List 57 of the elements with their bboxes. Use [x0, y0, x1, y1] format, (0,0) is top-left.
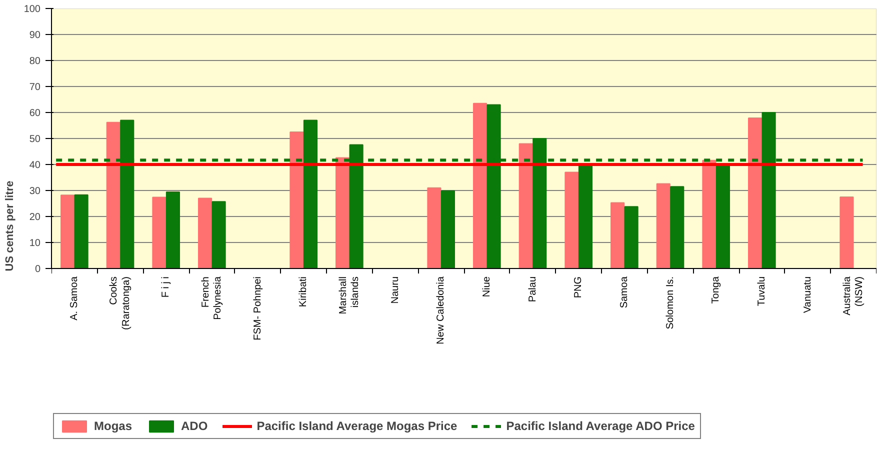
x-tick-label: Cooks (Raratonga): [108, 276, 132, 330]
x-tick-label: Solomon Is.: [664, 276, 676, 330]
x-tick-label: Palau: [527, 276, 538, 302]
y-tick-label: 90: [29, 30, 41, 41]
y-tick-label: 100: [24, 4, 41, 15]
x-tick-label: Vanuatu: [802, 276, 814, 314]
x-tick-label: French Polynesia: [200, 276, 224, 320]
y-tick-label: 0: [34, 264, 41, 275]
y-tick-label: 70: [29, 82, 41, 93]
bar: [198, 198, 212, 269]
x-tick-label: A. Samoa: [68, 276, 80, 320]
x-tick-label: New Caledonia: [436, 276, 447, 344]
x-tick-label: Kiribati: [298, 276, 310, 308]
x-tick-label: Tonga: [710, 276, 722, 304]
x-tick-label: F i j i: [160, 276, 172, 298]
x-tick-label: Nauru: [390, 276, 401, 304]
bar: [60, 194, 75, 269]
bar: [578, 164, 592, 269]
x-tick-label: PNG: [573, 276, 584, 298]
y-tick-label: 50: [29, 134, 41, 145]
bar: [152, 196, 166, 269]
bar: [212, 201, 226, 269]
bar: [656, 183, 670, 269]
bar: [427, 187, 442, 269]
y-tick-label: 20: [29, 212, 41, 223]
bar: [670, 186, 684, 269]
bar: [564, 172, 579, 269]
bar: [840, 196, 854, 269]
legend-label: ADO: [181, 419, 208, 433]
bar: [716, 164, 730, 269]
y-tick-label: 10: [29, 238, 41, 249]
legend-label: Mogas: [94, 419, 132, 433]
bar: [336, 157, 350, 269]
bar: [624, 206, 638, 269]
bar: [610, 202, 625, 269]
x-tick-label: Niue: [481, 276, 492, 298]
bar: [74, 194, 88, 269]
bar: [518, 143, 533, 269]
x-tick-label: Australia (NSW): [842, 276, 866, 316]
legend-label: Pacific Island Average Mogas Price: [256, 419, 458, 433]
bar: [290, 132, 304, 269]
x-tick-label: Tuvalu: [756, 276, 768, 306]
x-tick-label: FSM- Pohnpei: [252, 276, 264, 340]
y-tick-label: 30: [29, 186, 41, 197]
x-tick-label: Samoa: [618, 276, 630, 308]
bar: [106, 122, 120, 269]
bar: [440, 190, 455, 269]
x-tick-label: Marshall islands: [338, 276, 361, 314]
bar: [748, 117, 762, 269]
bar: [473, 102, 488, 269]
bar: [166, 192, 180, 269]
y-tick-label: 40: [29, 160, 41, 171]
bar: [702, 160, 716, 269]
legend-label: Pacific Island Average ADO Price: [506, 419, 695, 433]
y-tick-label: 80: [29, 56, 41, 67]
y-tick-label: 60: [29, 108, 41, 119]
y-axis-title: US cents per litre: [4, 180, 16, 272]
